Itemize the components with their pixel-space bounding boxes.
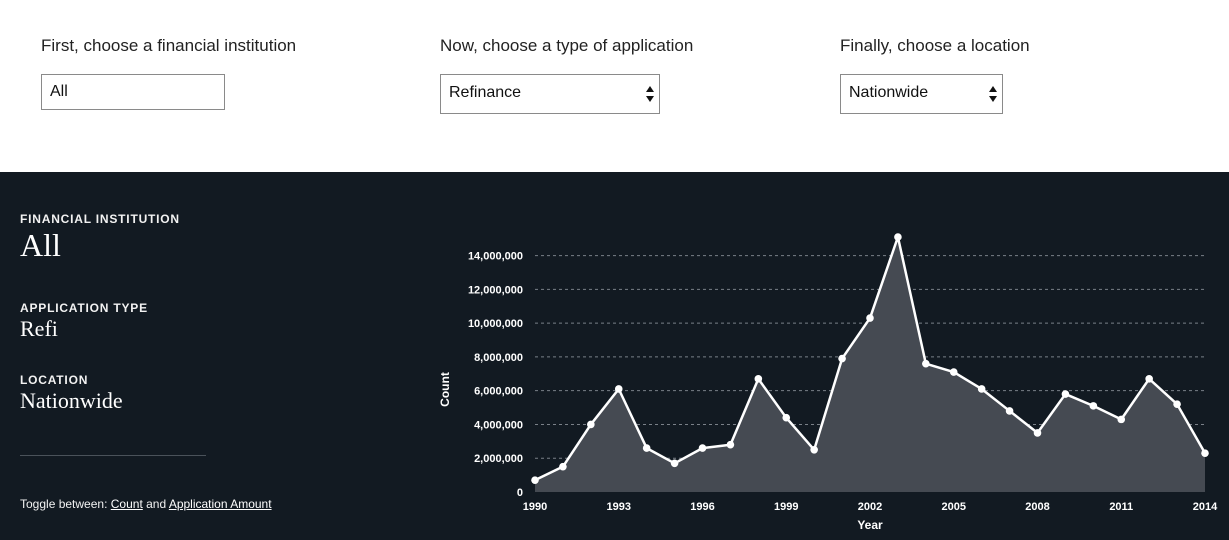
- data-point: [949, 368, 958, 376]
- location-control-label: Finally, choose a location: [840, 36, 1030, 55]
- filter-controls: First, choose a financial institution Al…: [0, 0, 1229, 172]
- data-point: [922, 359, 930, 368]
- institution-control-label: First, choose a financial institution: [41, 36, 297, 55]
- summary-divider: [20, 455, 206, 456]
- data-point: [838, 354, 846, 363]
- data-point: [726, 440, 735, 449]
- data-point: [1201, 449, 1209, 457]
- metric-toggle: Toggle between: Count and Application Am…: [20, 497, 272, 511]
- application-select-value: Refinance: [449, 84, 522, 101]
- data-point: [1117, 415, 1126, 424]
- toggle-prefix: Toggle between:: [20, 497, 108, 511]
- count-chart: 0 2,000,000 4,000,000 6,000,000 8,000,000 10,…: [430, 212, 1229, 540]
- application-summary-label: APPLICATION TYPE: [20, 301, 148, 315]
- updown-arrows-icon: [989, 85, 997, 103]
- data-point: [894, 233, 902, 241]
- amount-toggle-link[interactable]: Application Amount: [168, 497, 272, 511]
- data-point: [782, 413, 791, 422]
- y-tick-label: 2,000,000: [474, 453, 523, 465]
- y-tick-label: 0: [517, 487, 523, 499]
- data-point: [1145, 375, 1153, 383]
- data-point: [614, 385, 623, 393]
- location-summary-label: LOCATION: [20, 373, 89, 387]
- data-point: [1089, 402, 1098, 410]
- area-fill: [535, 237, 1205, 492]
- x-axis-title: Year: [857, 518, 883, 532]
- data-point: [810, 445, 818, 454]
- location-control: Finally, choose a location Nationwide: [840, 36, 1030, 114]
- y-axis-title: Count: [438, 372, 452, 407]
- x-tick-label: 2011: [1109, 501, 1133, 513]
- data-point: [670, 459, 679, 468]
- application-control-label: Now, choose a type of application: [440, 36, 694, 55]
- institution-summary-label: FINANCIAL INSTITUTION: [20, 212, 180, 226]
- x-tick-label: 2008: [1025, 501, 1049, 513]
- data-point: [754, 375, 763, 383]
- application-select[interactable]: Refinance: [440, 74, 660, 114]
- x-tick-label: 2005: [942, 501, 966, 513]
- location-select-value: Nationwide: [849, 84, 929, 101]
- y-tick-label: 12,000,000: [468, 284, 523, 296]
- y-tick-label: 4,000,000: [474, 419, 523, 431]
- x-tick-label: 1996: [690, 501, 714, 513]
- x-tick-label: 2014: [1193, 501, 1218, 513]
- institution-input[interactable]: All: [41, 74, 225, 110]
- y-tick-label: 10,000,000: [468, 318, 523, 330]
- data-point: [977, 385, 986, 393]
- institution-control: First, choose a financial institution Al…: [41, 36, 296, 110]
- data-point: [1005, 407, 1014, 415]
- data-point: [642, 444, 651, 452]
- application-summary-value: Refi: [20, 316, 58, 341]
- application-control: Now, choose a type of application Refina…: [440, 36, 693, 114]
- data-point: [1173, 400, 1181, 408]
- x-tick-label: 1999: [774, 501, 798, 513]
- location-summary-value: Nationwide: [20, 388, 123, 413]
- x-tick-label: 1990: [523, 501, 547, 513]
- x-tick-label: 2002: [858, 501, 882, 513]
- data-point: [866, 314, 874, 322]
- data-point: [587, 420, 595, 429]
- count-toggle-link[interactable]: Count: [110, 497, 143, 511]
- y-tick-label: 6,000,000: [474, 386, 523, 398]
- y-tick-label: 8,000,000: [474, 352, 523, 364]
- data-point: [531, 476, 539, 484]
- area-chart-svg: 0 2,000,000 4,000,000 6,000,000 8,000,000 10,…: [438, 233, 1218, 532]
- institution-summary-value: All: [20, 227, 61, 263]
- location-select[interactable]: Nationwide: [840, 74, 1003, 114]
- results-panel: FINANCIAL INSTITUTION All APPLICATION TY…: [0, 172, 1229, 540]
- data-point: [559, 462, 567, 471]
- toggle-and: and: [146, 497, 167, 511]
- data-point: [1061, 390, 1070, 398]
- updown-arrows-icon: [646, 85, 654, 103]
- data-point: [698, 444, 707, 452]
- data-point: [1033, 429, 1042, 437]
- y-tick-label: 14,000,000: [468, 251, 523, 263]
- x-tick-label: 1993: [607, 501, 631, 513]
